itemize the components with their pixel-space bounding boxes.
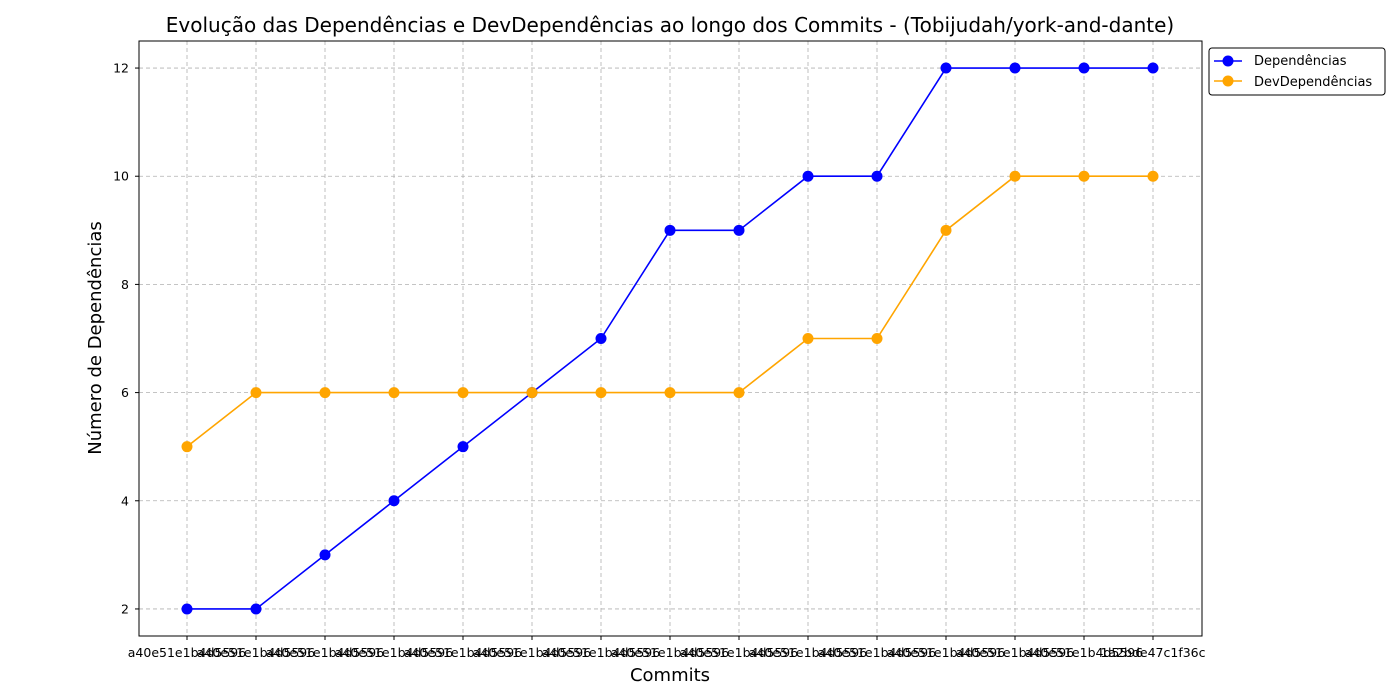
data-point-1 bbox=[1078, 170, 1090, 182]
x-tick-label: a40e51e1b4d5596 bbox=[680, 645, 798, 660]
grid-layer bbox=[139, 41, 1202, 636]
series-layer bbox=[181, 62, 1159, 615]
y-tick-label: 10 bbox=[113, 169, 129, 184]
data-point-1 bbox=[181, 441, 193, 453]
data-point-0 bbox=[664, 224, 676, 236]
x-tick-label: a40e51e1b4d5596 bbox=[818, 645, 936, 660]
chart-title: Evolução das Dependências e DevDependênc… bbox=[166, 13, 1174, 37]
data-point-0 bbox=[1147, 62, 1159, 74]
x-tick-label: a40e51e1b4d5596 bbox=[542, 645, 660, 660]
data-point-1 bbox=[388, 387, 400, 399]
y-tick-label: 8 bbox=[121, 277, 129, 292]
x-tick-label: a40e51e1b4d5596 bbox=[197, 645, 315, 660]
data-point-0 bbox=[595, 333, 607, 344]
x-tick-label: a40e51e1b4d5596 bbox=[335, 645, 453, 660]
x-tick-label: 1a2bde47c1f36c bbox=[1100, 645, 1205, 660]
data-point-1 bbox=[733, 387, 745, 399]
y-tick-label: 6 bbox=[121, 385, 129, 400]
data-point-0 bbox=[802, 170, 814, 182]
legend-label-devdependencias: DevDependências bbox=[1254, 75, 1372, 90]
legend-marker-devdependencias bbox=[1222, 75, 1234, 87]
x-tick-label: a40e51e1b4d5596 bbox=[956, 645, 1074, 660]
x-tick-label: a40e51e1b4d5596 bbox=[1025, 645, 1143, 660]
data-point-0 bbox=[457, 441, 469, 453]
data-point-1 bbox=[871, 333, 883, 344]
data-point-0 bbox=[1009, 62, 1021, 74]
y-tick-label: 12 bbox=[113, 61, 129, 76]
data-point-0 bbox=[940, 62, 952, 74]
data-point-0 bbox=[250, 603, 262, 615]
data-point-0 bbox=[871, 170, 883, 182]
data-point-0 bbox=[319, 549, 331, 561]
y-tick-label: 4 bbox=[121, 493, 129, 508]
data-point-1 bbox=[250, 387, 262, 399]
x-tick-label: a40e51e1b4d5596 bbox=[128, 645, 246, 660]
x-tick-label: a40e51e1b4d5596 bbox=[887, 645, 1005, 660]
data-point-1 bbox=[457, 387, 469, 399]
y-tick-label: 2 bbox=[121, 601, 129, 616]
data-point-1 bbox=[1009, 170, 1021, 182]
data-point-1 bbox=[1147, 170, 1159, 182]
data-point-0 bbox=[388, 495, 400, 507]
x-tick-label: a40e51e1b4d5596 bbox=[473, 645, 591, 660]
data-point-1 bbox=[940, 224, 952, 236]
x-tick-label: a40e51e1b4d5596 bbox=[266, 645, 384, 660]
plot-frame bbox=[138, 40, 1203, 637]
x-axis-label: Commits bbox=[630, 665, 710, 686]
legend-label-dependencias: Dependências bbox=[1254, 54, 1347, 69]
data-point-1 bbox=[319, 387, 331, 399]
x-tick-label: a40e51e1b4d5596 bbox=[749, 645, 867, 660]
data-point-1 bbox=[802, 333, 814, 344]
data-point-1 bbox=[595, 387, 607, 399]
y-axis-label: Número de Dependências bbox=[85, 221, 106, 455]
data-point-1 bbox=[526, 387, 538, 399]
legend: Dependências DevDependências bbox=[1208, 47, 1386, 96]
data-point-0 bbox=[733, 224, 745, 236]
data-point-1 bbox=[664, 387, 676, 399]
data-point-0 bbox=[1078, 62, 1090, 74]
legend-box bbox=[1208, 47, 1386, 96]
data-point-0 bbox=[181, 603, 193, 615]
x-tick-label: a40e51e1b4d5596 bbox=[611, 645, 729, 660]
x-tick-label: a40e51e1b4d5596 bbox=[404, 645, 522, 660]
legend-marker-dependencias bbox=[1222, 55, 1234, 67]
